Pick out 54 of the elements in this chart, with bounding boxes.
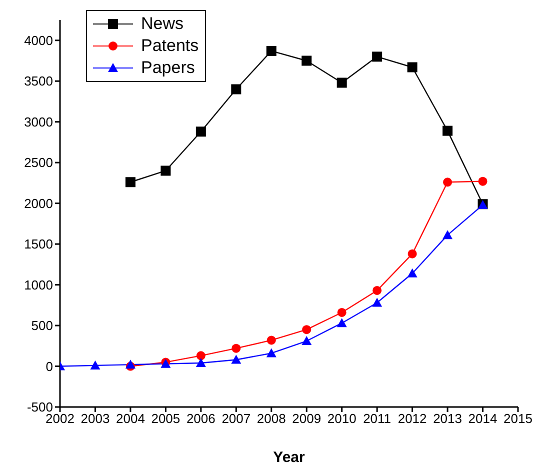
x-tick-label: 2007 bbox=[222, 411, 251, 426]
x-tick-label: 2014 bbox=[468, 411, 498, 426]
point bbox=[302, 56, 312, 66]
x-tick-label: 2010 bbox=[327, 411, 356, 426]
x-tick-label: 2006 bbox=[186, 411, 216, 426]
point bbox=[372, 52, 382, 62]
point bbox=[443, 178, 452, 187]
y-tick-label: 4000 bbox=[24, 32, 53, 48]
x-tick-label: 2003 bbox=[80, 411, 110, 426]
point bbox=[231, 354, 242, 364]
point bbox=[90, 360, 100, 370]
point bbox=[196, 351, 206, 360]
point bbox=[125, 177, 136, 188]
point bbox=[160, 166, 171, 176]
y-tick-label: 1000 bbox=[24, 277, 53, 292]
y-tick-label: 500 bbox=[31, 318, 53, 334]
point bbox=[266, 46, 276, 56]
y-tick-label: 2000 bbox=[24, 196, 53, 211]
point bbox=[266, 348, 276, 358]
point bbox=[336, 318, 347, 328]
x-tick-label: 2004 bbox=[116, 411, 145, 426]
x-tick-label: 2015 bbox=[504, 411, 532, 426]
point bbox=[372, 286, 382, 295]
legend-label: Patents bbox=[141, 36, 199, 56]
x-tick-label: 2009 bbox=[292, 411, 322, 426]
point bbox=[232, 344, 241, 353]
point bbox=[336, 78, 347, 88]
x-tick-label: 2011 bbox=[363, 411, 392, 426]
point bbox=[407, 268, 418, 278]
legend-label: News bbox=[141, 14, 184, 34]
point bbox=[442, 126, 453, 136]
point bbox=[442, 230, 453, 240]
y-tick-label: 1500 bbox=[24, 236, 53, 252]
y-tick-label: 3000 bbox=[24, 114, 53, 130]
point bbox=[302, 336, 312, 346]
x-tick-label: 2012 bbox=[398, 411, 427, 426]
point bbox=[196, 126, 206, 137]
point bbox=[231, 84, 242, 94]
point bbox=[302, 325, 312, 334]
x-tick-label: 2005 bbox=[151, 411, 180, 426]
point bbox=[196, 358, 206, 368]
point bbox=[337, 308, 346, 317]
point bbox=[408, 249, 417, 258]
point bbox=[372, 298, 382, 307]
point bbox=[407, 62, 418, 72]
legend-label: Papers bbox=[141, 58, 195, 78]
y-tick-label: 0 bbox=[46, 358, 53, 374]
point bbox=[266, 336, 276, 345]
x-tick-label: 2013 bbox=[433, 411, 462, 426]
y-tick-label: 3500 bbox=[24, 74, 53, 89]
x-axis-title: Year bbox=[273, 449, 306, 466]
y-tick-label: 2500 bbox=[24, 155, 53, 170]
x-tick-label: 2008 bbox=[256, 411, 286, 426]
point bbox=[478, 176, 488, 186]
